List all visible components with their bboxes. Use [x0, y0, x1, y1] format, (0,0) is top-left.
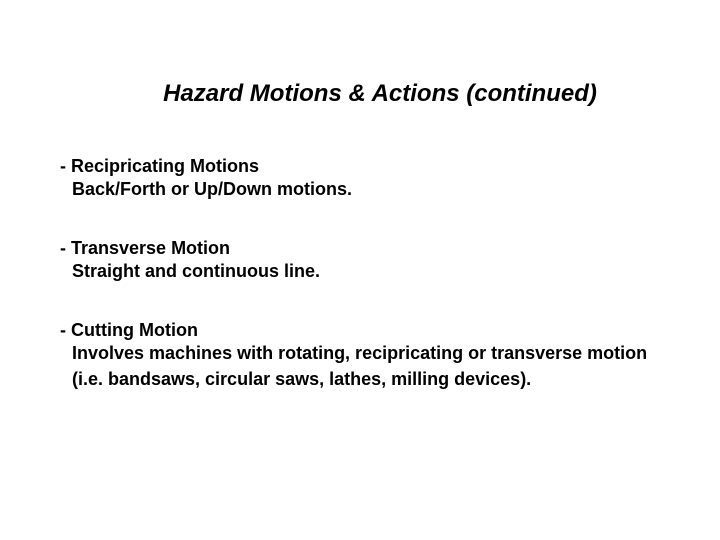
page-title: Hazard Motions & Actions (continued)	[60, 80, 660, 108]
list-item: - Transverse Motion Straight and continu…	[60, 238, 660, 284]
item-description: Involves machines with rotating, recipri…	[60, 341, 660, 391]
item-heading: - Transverse Motion	[60, 238, 660, 259]
list-item: - Cutting Motion Involves machines with …	[60, 320, 660, 391]
item-description: Back/Forth or Up/Down motions.	[60, 177, 660, 202]
item-heading: - Recipricating Motions	[60, 156, 660, 177]
list-item: - Recipricating Motions Back/Forth or Up…	[60, 156, 660, 202]
item-description: Straight and continuous line.	[60, 259, 660, 284]
item-heading: - Cutting Motion	[60, 320, 660, 341]
